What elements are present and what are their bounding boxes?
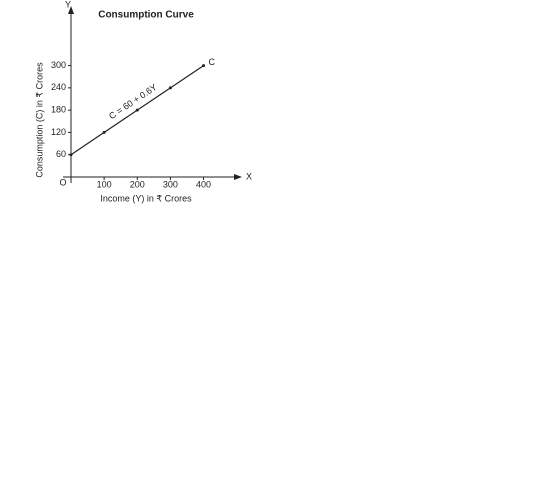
y-axis-arrow [68,6,74,14]
chart-title: Consumption Curve [98,10,194,21]
x-tick-label: 200 [130,179,145,189]
x-axis-arrow [234,174,242,180]
y-tick-label: 300 [51,60,66,70]
x-tick-label: 300 [163,179,178,189]
y-tick-label: 240 [51,82,66,92]
x-axis-label: Income (Y) in ₹ Crores [100,193,192,203]
y-tick-label: 60 [56,149,66,159]
x-tick-label: 400 [196,179,211,189]
y-tick-label: 180 [51,105,66,115]
y-tick-label: 120 [51,127,66,137]
data-point [69,153,73,157]
data-point [102,130,106,134]
y-axis-name: Y [65,0,71,9]
x-axis-name: X [246,171,252,181]
line-label: C [209,57,216,67]
data-point [135,108,139,112]
x-tick-label: 100 [97,179,112,189]
data-point [168,86,172,90]
data-point [202,64,206,68]
origin-label: O [59,177,66,187]
y-axis-label: Consumption (C) in ₹ Crores [34,62,44,178]
